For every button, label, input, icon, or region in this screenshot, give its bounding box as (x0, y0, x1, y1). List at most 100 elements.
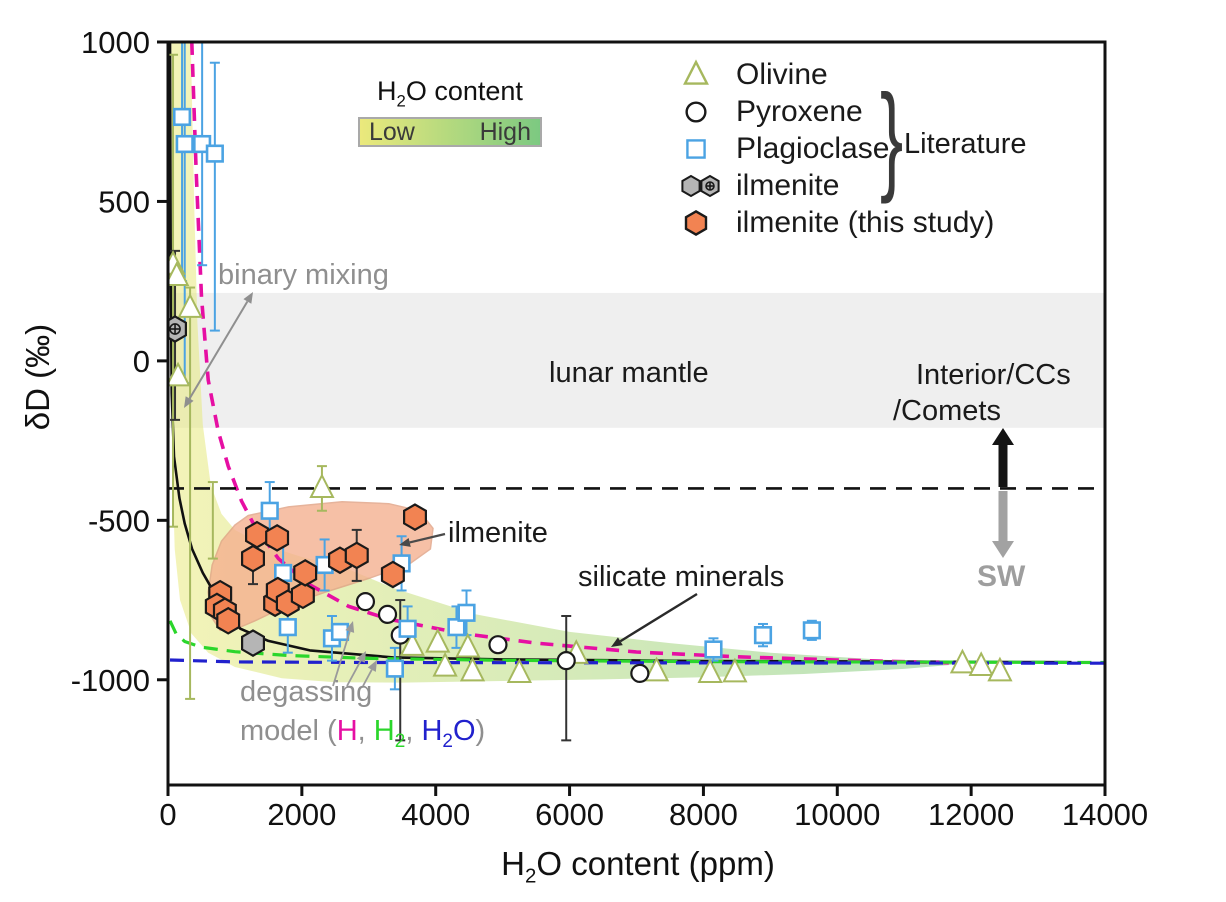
degassing-model-part: ) (476, 715, 486, 747)
x-tick-label: 0 (159, 797, 176, 832)
legend-item-label: Plagioclase (736, 131, 890, 165)
olivine-point (309, 473, 335, 499)
ilmenite-this-study--point (380, 560, 405, 589)
degassing-arrow-1-line (332, 631, 351, 687)
legend-hexagon (681, 174, 701, 197)
sw-label: SW (977, 560, 1026, 593)
sw-down-arrow (992, 491, 1014, 558)
binary-mixing-label: binary mixing (218, 259, 389, 291)
ilmenite-point (241, 629, 265, 657)
plagioclase-point (753, 626, 773, 645)
degassing-model-part: H (374, 715, 395, 747)
series-ilmenite-this-study- (204, 503, 427, 635)
olivine-point (168, 261, 190, 286)
ilmenite-this-study--point (403, 503, 427, 531)
square-icon (686, 138, 706, 159)
ilmenite-this-study--point (344, 541, 369, 570)
error-bar (197, 42, 208, 267)
olivine-point (722, 657, 748, 683)
label-part: O content (405, 76, 523, 106)
plagioclase-point (278, 618, 297, 637)
y-axis-label: δD (‰) (19, 323, 56, 431)
degassing-model-part: , (358, 715, 374, 747)
silicate-minerals-label: silicate minerals (578, 561, 784, 593)
olivine-point (949, 648, 976, 674)
error-bar (168, 53, 179, 528)
pyroxene-point (630, 663, 650, 683)
x-tick-label: 8000 (669, 797, 738, 832)
interior-ccs-label: Interior/CCs (916, 359, 1071, 391)
plagioclase-point (704, 640, 723, 659)
ilmenite-this-study--point (245, 520, 269, 549)
plagioclase-point (175, 134, 194, 154)
pyroxene-point (556, 651, 576, 671)
degassing-model-part: O (453, 715, 476, 747)
ilmenite-label: ilmenite (448, 517, 548, 549)
x-tick-label: 2000 (267, 797, 336, 832)
silicate-minerals-arrow-line (619, 592, 698, 643)
legend-item-ilmenite: ilmenite (676, 167, 1122, 204)
legend-item-olivine: Olivine (676, 56, 1122, 93)
curve-degassing-model-h2 (168, 620, 1105, 665)
colorbar-high-label: High (479, 117, 531, 146)
legend-item-label: Olivine (736, 57, 828, 91)
legend-literature-label: Literature (904, 128, 1027, 160)
legend-marker (686, 138, 706, 159)
y-tick-label: 0 (133, 344, 150, 379)
pyroxene-point (355, 592, 376, 612)
degassing-arrow-1-head (345, 621, 355, 633)
plagioclase-point (172, 107, 192, 127)
curve-degassing-model-h2o (169, 658, 1105, 665)
legend-marker (685, 100, 707, 123)
lunar-mantle-label: lunar mantle (549, 357, 709, 389)
legend-item-label: Pyroxene (736, 94, 863, 128)
legend-marker (684, 209, 708, 236)
plot-content (168, 42, 1105, 742)
legend-rows: Olivine Pyroxene Plagioclase ilmenite ilmeni… (652, 50, 1122, 241)
degassing-arrow-2-head (356, 651, 366, 663)
y-tick-label: -500 (88, 503, 150, 538)
plagioclase-point (802, 621, 821, 640)
olivine-point (399, 631, 425, 656)
degassing-arrow-2 (346, 651, 366, 687)
binary-mixing-arrow-line (188, 300, 249, 400)
olivine-point (455, 632, 481, 658)
series-plagioclase (172, 107, 821, 678)
olivine-point (697, 658, 723, 683)
degassing-model-part: 2 (395, 731, 406, 752)
interior-up-arrow (992, 428, 1014, 487)
error-bar (561, 614, 572, 742)
series-olivine (168, 250, 1013, 683)
triangle-icon (683, 58, 709, 85)
x-tick-label: 10000 (794, 797, 880, 832)
circle-icon (685, 100, 707, 123)
degassing-model-label: model (H, H2, H2O) (240, 715, 485, 752)
hexagon-icon (684, 209, 708, 236)
olivine-point (643, 656, 670, 682)
legend-item-label: ilmenite (736, 168, 840, 202)
olivine-point (425, 627, 451, 653)
degassing-model-part: model ( (240, 715, 337, 747)
colorbar: H2O content Low High (330, 76, 570, 148)
silicate-minerals-arrow-head (611, 637, 623, 647)
ilmenite-this-study--point (216, 606, 241, 635)
y-tick-label: 1000 (81, 25, 150, 60)
olivine-point (987, 656, 1013, 682)
x-axis-label: H2O content (ppm) (418, 845, 858, 889)
label-part: H (501, 845, 526, 882)
y-tick-label: 500 (98, 184, 150, 219)
plagioclase-point (385, 659, 404, 678)
series-pyroxene (355, 592, 650, 683)
x-tick-label: 6000 (535, 797, 604, 832)
x-tick-label: 4000 (401, 797, 470, 832)
olivine-point (459, 656, 486, 682)
y-tick-label: -1000 (71, 663, 150, 698)
legend-marker (683, 58, 709, 85)
ilmenite-this-study--point (293, 559, 318, 587)
comets-label: /Comets (893, 395, 1001, 427)
plagioclase-point (205, 144, 224, 163)
ilmenite-arrow-head (399, 537, 411, 547)
pyroxene-point (377, 604, 398, 624)
